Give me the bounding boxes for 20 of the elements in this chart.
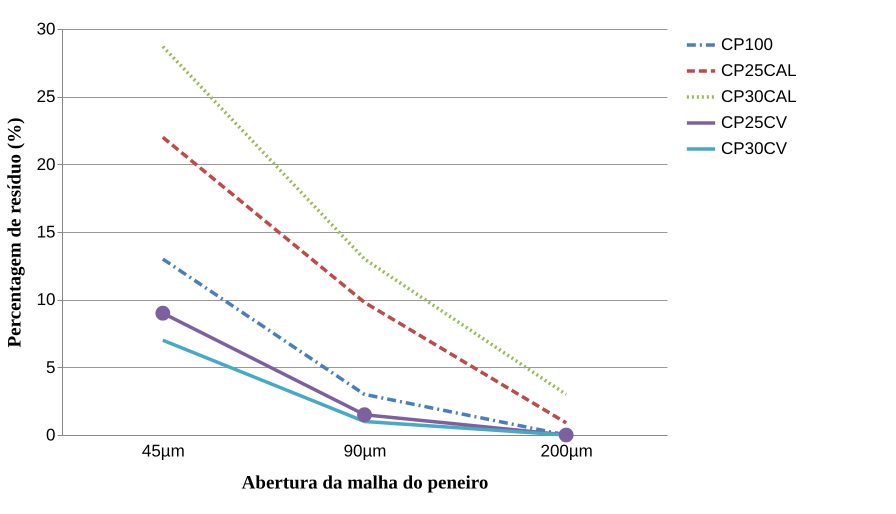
- x-tick-label: 200µm: [540, 442, 593, 460]
- legend-label: CP25CAL: [721, 61, 797, 80]
- y-axis-title: Percentagem de resíduo (%): [4, 118, 26, 348]
- y-tick-label: 25: [36, 87, 56, 106]
- y-tick-label: 20: [36, 154, 56, 174]
- y-tick-label: 30: [36, 20, 56, 38]
- y-tick-label: 0: [46, 426, 56, 444]
- point: [357, 407, 372, 422]
- x-tick-label: 90µm: [344, 442, 386, 460]
- point: [558, 428, 574, 442]
- legend-label: CP100: [721, 35, 773, 54]
- legend-label: CP25CV: [721, 113, 788, 132]
- x-tick-label: 45µm: [142, 442, 185, 460]
- y-tick-label: 10: [36, 290, 56, 310]
- y-tick-label: 15: [36, 222, 56, 242]
- point: [155, 306, 170, 321]
- legend-label: CP30CAL: [721, 87, 797, 106]
- x-axis-title: Abertura da malha do peneiro: [242, 472, 488, 494]
- legend-label: CP30CV: [721, 139, 788, 158]
- y-tick-label: 5: [46, 358, 56, 377]
